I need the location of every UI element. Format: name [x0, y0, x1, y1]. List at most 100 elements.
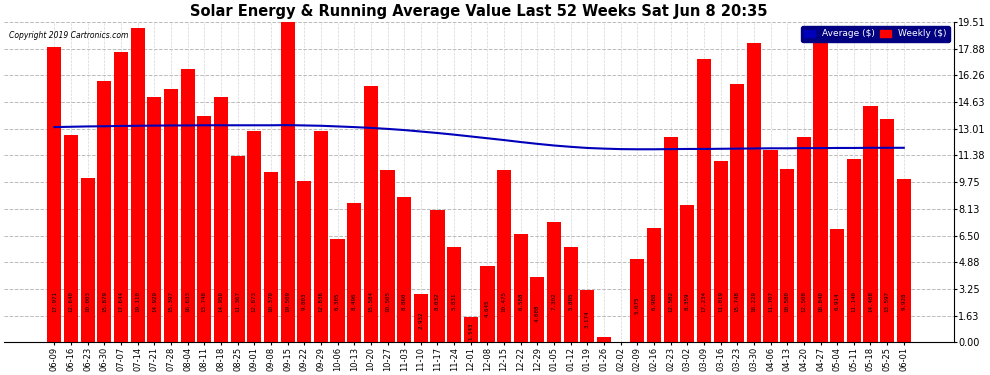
- Bar: [197, 116, 212, 342]
- Bar: [248, 131, 261, 342]
- Bar: [797, 137, 811, 342]
- Text: 15.397: 15.397: [168, 291, 173, 312]
- Text: 10.505: 10.505: [385, 291, 390, 312]
- Bar: [414, 294, 428, 342]
- Text: 10.379: 10.379: [268, 291, 273, 312]
- Text: 8.032: 8.032: [435, 292, 440, 310]
- Text: 12.502: 12.502: [668, 291, 673, 312]
- Text: 12.836: 12.836: [319, 291, 324, 312]
- Text: 6.588: 6.588: [518, 292, 524, 310]
- Bar: [180, 69, 195, 342]
- Text: 19.110: 19.110: [136, 291, 141, 312]
- Bar: [297, 181, 311, 342]
- Text: 7.302: 7.302: [551, 292, 556, 310]
- Text: 14.929: 14.929: [151, 291, 156, 312]
- Bar: [546, 222, 561, 342]
- Bar: [397, 197, 411, 342]
- Bar: [880, 119, 894, 342]
- Bar: [563, 247, 578, 342]
- Text: 10.580: 10.580: [785, 291, 790, 312]
- Text: 11.367: 11.367: [235, 291, 241, 312]
- Bar: [830, 229, 844, 342]
- Text: 2.932: 2.932: [419, 312, 424, 330]
- Text: 5.075: 5.075: [635, 296, 640, 314]
- Bar: [214, 97, 228, 342]
- Text: Copyright 2019 Cartronics.com: Copyright 2019 Cartronics.com: [9, 32, 129, 40]
- Text: 18.229: 18.229: [751, 291, 756, 312]
- Bar: [347, 203, 361, 342]
- Text: 6.305: 6.305: [335, 292, 340, 310]
- Bar: [897, 179, 911, 342]
- Text: 9.803: 9.803: [302, 292, 307, 310]
- Text: 17.971: 17.971: [51, 291, 56, 312]
- Bar: [480, 266, 495, 342]
- Text: 12.508: 12.508: [801, 291, 807, 312]
- Text: 6.988: 6.988: [651, 292, 656, 310]
- Text: 13.748: 13.748: [202, 291, 207, 312]
- Legend: Average ($), Weekly ($): Average ($), Weekly ($): [801, 26, 949, 42]
- Bar: [231, 156, 245, 342]
- Text: 11.019: 11.019: [718, 291, 723, 312]
- Text: 19.509: 19.509: [285, 291, 290, 312]
- Bar: [597, 337, 611, 342]
- Text: 9.928: 9.928: [901, 292, 906, 310]
- Bar: [331, 239, 345, 342]
- Text: 14.408: 14.408: [868, 291, 873, 312]
- Bar: [463, 317, 478, 342]
- Bar: [363, 86, 378, 342]
- Bar: [97, 81, 112, 342]
- Text: 17.234: 17.234: [702, 291, 707, 312]
- Bar: [531, 276, 544, 342]
- Bar: [846, 159, 861, 342]
- Text: 8.860: 8.860: [402, 292, 407, 310]
- Bar: [863, 106, 877, 342]
- Text: 10.003: 10.003: [85, 291, 90, 312]
- Text: 5.805: 5.805: [568, 292, 573, 310]
- Text: 18.840: 18.840: [818, 291, 823, 312]
- Text: 16.633: 16.633: [185, 291, 190, 312]
- Bar: [814, 33, 828, 342]
- Bar: [780, 168, 794, 342]
- Text: 6.914: 6.914: [835, 292, 840, 310]
- Text: 15.584: 15.584: [368, 291, 373, 312]
- Bar: [80, 178, 95, 342]
- Bar: [380, 170, 395, 342]
- Bar: [314, 131, 328, 342]
- Bar: [264, 172, 278, 342]
- Bar: [514, 234, 528, 342]
- Bar: [763, 150, 777, 342]
- Text: 11.707: 11.707: [768, 291, 773, 312]
- Bar: [164, 89, 178, 342]
- Bar: [431, 210, 445, 342]
- Bar: [580, 290, 594, 342]
- Text: 4.645: 4.645: [485, 299, 490, 317]
- Bar: [148, 97, 161, 342]
- Text: 17.644: 17.644: [119, 291, 124, 312]
- Text: 5.831: 5.831: [451, 292, 456, 310]
- Text: 12.873: 12.873: [251, 291, 256, 312]
- Text: 10.475: 10.475: [502, 291, 507, 312]
- Text: 4.008: 4.008: [535, 304, 540, 321]
- Bar: [48, 47, 61, 342]
- Text: 13.597: 13.597: [885, 291, 890, 312]
- Bar: [631, 259, 644, 342]
- Bar: [131, 28, 145, 342]
- Text: 15.879: 15.879: [102, 291, 107, 312]
- Text: 14.950: 14.950: [219, 291, 224, 312]
- Bar: [746, 43, 761, 342]
- Bar: [280, 22, 295, 342]
- Text: 1.543: 1.543: [468, 322, 473, 340]
- Bar: [447, 247, 461, 342]
- Bar: [646, 228, 661, 342]
- Text: 11.140: 11.140: [851, 291, 856, 312]
- Bar: [114, 53, 128, 342]
- Bar: [697, 59, 711, 342]
- Bar: [64, 135, 78, 342]
- Text: 15.748: 15.748: [735, 291, 740, 312]
- Text: 12.640: 12.640: [68, 291, 73, 312]
- Title: Solar Energy & Running Average Value Last 52 Weeks Sat Jun 8 20:35: Solar Energy & Running Average Value Las…: [190, 4, 768, 19]
- Bar: [731, 84, 744, 342]
- Bar: [680, 205, 694, 342]
- Text: 8.496: 8.496: [351, 292, 356, 310]
- Text: 3.174: 3.174: [585, 310, 590, 328]
